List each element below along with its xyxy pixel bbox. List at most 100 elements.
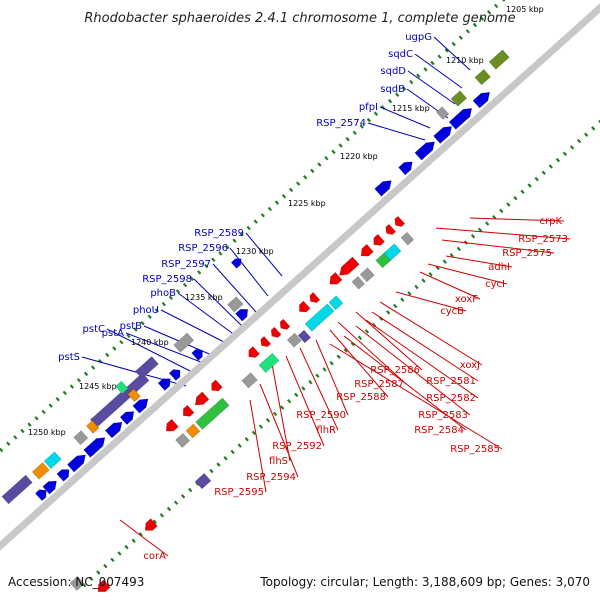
leader-line <box>379 301 483 366</box>
skew-tick <box>499 208 504 214</box>
gene-label: RSP_2598 <box>142 274 192 285</box>
leader-line <box>259 383 299 478</box>
cog-feature <box>175 432 191 448</box>
cds-reverse <box>309 292 321 304</box>
skew-tick <box>569 145 575 150</box>
skew-tick <box>230 449 235 455</box>
cds-reverse <box>329 272 343 285</box>
skew-tick <box>272 411 278 417</box>
skew-tick <box>34 416 39 421</box>
gene-label: flhS <box>269 456 288 467</box>
gene-label: ugpG <box>405 32 432 43</box>
skew-tick <box>189 276 195 281</box>
skew-tick <box>562 151 568 156</box>
skew-tick <box>0 447 4 453</box>
cog-feature <box>297 329 312 344</box>
leader-line <box>285 355 325 447</box>
skew-tick <box>336 354 341 359</box>
cog-feature <box>488 49 510 70</box>
leader-line <box>414 53 463 89</box>
skew-tick <box>76 378 82 383</box>
skew-tick <box>237 443 242 448</box>
gene-label: pstA <box>102 328 124 339</box>
skew-tick <box>555 157 561 163</box>
skew-tick <box>274 200 280 205</box>
cog-feature <box>304 303 335 332</box>
gene-label: RSP_2594 <box>246 472 296 483</box>
skew-tick <box>435 265 440 271</box>
skew-tick <box>409 79 414 85</box>
cds-reverse <box>183 404 195 417</box>
skew-tick <box>308 379 313 385</box>
cog-feature <box>359 267 375 283</box>
skew-tick <box>197 270 202 275</box>
skew-tick <box>138 532 143 537</box>
skew-tick <box>173 500 179 505</box>
skew-tick <box>110 557 115 563</box>
leader-line <box>371 311 479 382</box>
skew-tick <box>225 244 230 250</box>
skew-tick <box>295 181 301 186</box>
skew-tick <box>343 348 348 353</box>
gene-label: corA <box>143 551 166 562</box>
gene-label: RSP_2574 <box>316 118 366 129</box>
cds-reverse <box>260 336 272 348</box>
cog-feature <box>194 473 212 490</box>
skew-tick <box>301 386 306 391</box>
cog-feature <box>351 276 365 290</box>
gene-label: RSP_2587 <box>354 379 404 390</box>
skew-tick <box>338 143 343 148</box>
skew-tick <box>477 227 483 233</box>
skew-tick <box>485 221 490 226</box>
skew-tick <box>366 117 372 123</box>
gene-label: sqdD <box>380 66 406 77</box>
gene-label: pstC <box>83 324 105 335</box>
leader-line <box>365 319 479 399</box>
leader-line <box>355 325 471 416</box>
scale-label: 1210 kbp <box>446 56 484 65</box>
skew-tick <box>41 409 46 415</box>
cds-reverse <box>248 346 260 358</box>
skew-tick <box>407 291 412 296</box>
cds-forward <box>448 108 473 130</box>
skew-tick <box>161 301 166 307</box>
cog-feature <box>474 69 491 86</box>
skew-tick <box>502 0 506 2</box>
cds-reverse <box>299 300 311 313</box>
skew-tick <box>281 194 287 199</box>
leader-line <box>469 217 565 222</box>
skew-tick <box>27 422 32 427</box>
skew-tick <box>175 289 181 294</box>
skew-tick <box>444 48 449 53</box>
skew-tick <box>303 175 308 180</box>
skew-tick <box>260 213 265 218</box>
feature-tracks <box>1 49 510 592</box>
skew-tick <box>442 259 447 264</box>
skew-tick <box>486 10 492 15</box>
cog-feature <box>241 372 258 389</box>
leader-line <box>395 291 467 312</box>
leader-line <box>435 227 571 240</box>
skew-tick <box>437 54 442 59</box>
cds-forward <box>157 378 171 391</box>
cog-feature <box>227 296 244 313</box>
leader-line <box>315 339 349 416</box>
leader-line <box>427 263 508 285</box>
cds-forward <box>235 309 249 322</box>
cog-feature <box>400 231 415 246</box>
gene-label: RSP_2573 <box>518 234 568 245</box>
gene-label: cycB <box>440 306 464 317</box>
skew-tick <box>352 130 357 136</box>
skew-tick <box>159 513 165 518</box>
cds-reverse <box>279 318 291 330</box>
skew-tick <box>423 67 428 72</box>
gene-label: RSP_2586 <box>370 365 420 376</box>
skew-tick <box>324 155 329 161</box>
cds-reverse <box>97 579 111 592</box>
cog-feature <box>258 352 280 373</box>
skew-tick <box>428 272 433 277</box>
scale-label: 1245 kbp <box>79 382 117 391</box>
leader-line <box>355 311 423 371</box>
skew-tick <box>103 563 108 569</box>
